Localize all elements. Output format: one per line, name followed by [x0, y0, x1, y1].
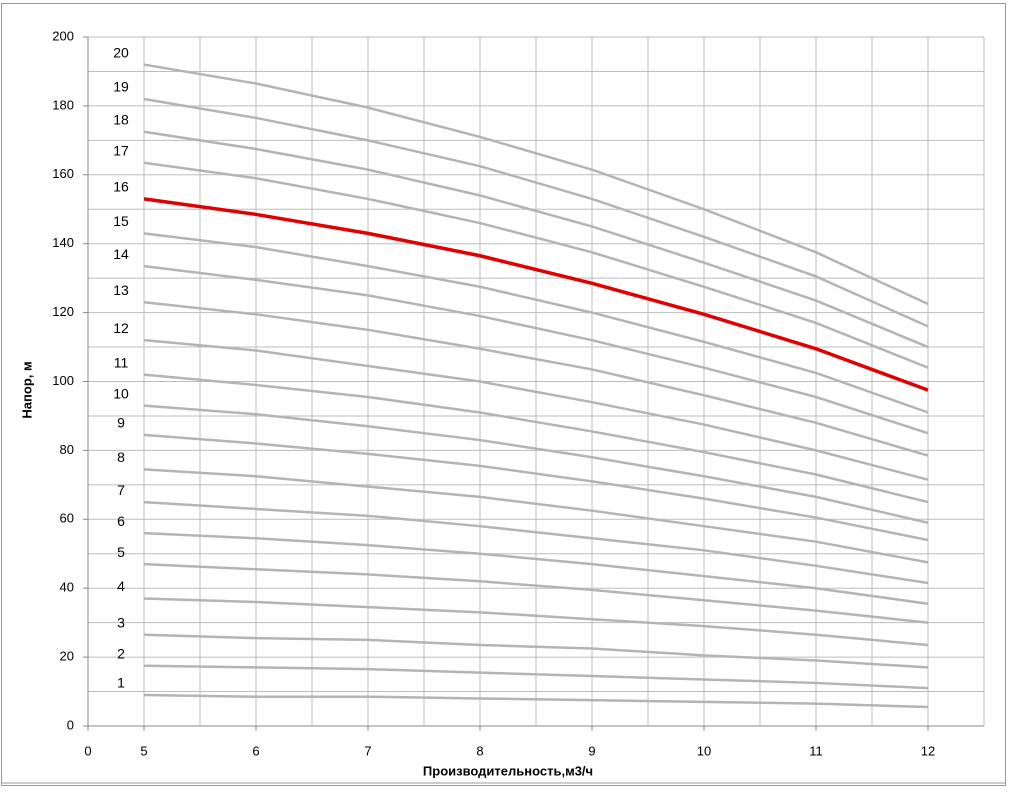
- y-tick-label: 100: [52, 373, 74, 388]
- y-tick-label: 180: [52, 97, 74, 112]
- series-label: 13: [113, 282, 129, 298]
- series-label: 19: [113, 79, 129, 95]
- series-label: 17: [113, 142, 129, 158]
- series-line: [143, 404, 929, 524]
- x-tick-label: 11: [809, 743, 823, 758]
- y-tick-label: 140: [52, 235, 74, 250]
- y-tick-label: 60: [60, 511, 74, 526]
- x-tick-label: 10: [697, 743, 711, 758]
- series-line: [143, 63, 929, 306]
- series-line: [143, 130, 929, 349]
- series-line: [143, 433, 929, 542]
- series-label: 5: [117, 544, 125, 560]
- series-label: 7: [117, 482, 125, 498]
- series-line: [143, 264, 929, 435]
- series-line: [143, 97, 929, 328]
- series-line: [143, 500, 929, 585]
- x-tick-label: 8: [476, 743, 483, 758]
- y-tick-label: 80: [60, 442, 74, 457]
- series-label: 11: [114, 354, 129, 370]
- series-label: 12: [113, 320, 129, 336]
- y-tick-label: 160: [52, 166, 74, 181]
- series-label: 14: [113, 246, 129, 262]
- series-line: [143, 693, 929, 709]
- x-tick-label: 9: [588, 743, 595, 758]
- series-label: 2: [117, 645, 125, 661]
- y-tick-label: 120: [52, 304, 74, 319]
- series-label: 18: [113, 111, 129, 127]
- x-tick-label: 7: [364, 743, 371, 758]
- series-line: [143, 301, 929, 457]
- series-label: 6: [117, 513, 125, 529]
- x-axis-title: Производительность,м3/ч: [423, 763, 593, 778]
- x-tick-label: 5: [140, 743, 147, 758]
- frame: [1, 3, 1006, 786]
- series-label: 15: [113, 213, 129, 229]
- x-tick-label: 0: [84, 743, 91, 758]
- series-label: 4: [117, 578, 125, 594]
- series-line: [143, 232, 929, 414]
- series-line: [143, 161, 929, 369]
- series-line: [143, 597, 929, 647]
- series-line: [143, 633, 929, 669]
- series-label: 8: [117, 449, 125, 465]
- series-line: [143, 468, 929, 564]
- series-label: 10: [113, 385, 129, 401]
- series-line: [143, 531, 929, 605]
- y-tick-label: 40: [60, 580, 74, 595]
- x-tick-label: 6: [252, 743, 259, 758]
- y-tick-label: 20: [60, 649, 74, 664]
- series-label: 9: [117, 415, 125, 431]
- series-line: [143, 562, 929, 624]
- series-line: [143, 373, 929, 504]
- series-label: 20: [113, 44, 129, 60]
- x-tick-label: 12: [921, 743, 935, 758]
- series-line: [143, 664, 929, 690]
- series-label: 16: [113, 179, 129, 195]
- y-axis-title: Напор, м: [19, 361, 34, 418]
- series-line: [143, 338, 929, 481]
- y-tick-label: 200: [52, 28, 74, 43]
- series-line: [143, 197, 929, 392]
- series-label: 1: [117, 675, 125, 691]
- y-tick-label: 0: [67, 717, 74, 732]
- series-label: 3: [117, 614, 125, 630]
